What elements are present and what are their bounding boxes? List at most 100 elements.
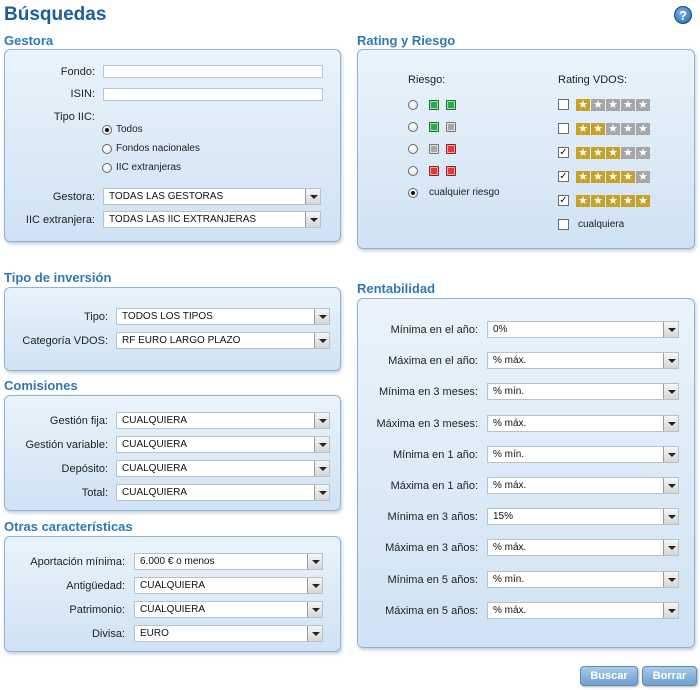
riesgo-radio[interactable] <box>408 144 418 154</box>
rating-stars: ★ ★ ★ ★ ★ <box>576 147 650 159</box>
otras-select-value: CUALQUIERA <box>140 580 206 591</box>
rating-stars: ★ ★ ★ ★ ★ <box>576 171 650 183</box>
rentabilidad-select[interactable]: % mín. <box>487 445 679 463</box>
rating-checkbox[interactable]: ✓ <box>558 195 569 206</box>
risk-level-icon <box>446 144 456 154</box>
rentabilidad-select-value: 0% <box>493 324 508 335</box>
star-icon: ★ <box>576 99 590 111</box>
chevron-down-icon[interactable] <box>314 413 329 428</box>
rentabilidad-select[interactable]: % máx. <box>487 352 679 370</box>
rating-checkbox[interactable]: ✓ <box>558 147 569 158</box>
riesgo-any-radio[interactable] <box>408 188 418 198</box>
chevron-down-icon[interactable] <box>663 353 678 369</box>
tipo-select[interactable]: TODOS LOS TIPOS <box>116 308 330 325</box>
chevron-down-icon[interactable] <box>663 384 678 400</box>
chevron-down-icon[interactable] <box>663 509 678 525</box>
rating-checkbox[interactable] <box>558 123 569 134</box>
fondo-label: Fondo: <box>60 66 95 78</box>
rating-checkbox[interactable]: ✓ <box>558 171 569 182</box>
rentabilidad-select[interactable]: % máx. <box>487 414 679 432</box>
rating-checkbox[interactable] <box>558 99 569 110</box>
comision-select[interactable]: CUALQUIERA <box>116 412 330 429</box>
tipo-iic-option-label: Fondos nacionales <box>116 143 200 154</box>
tipo-iic-option-label: Todos <box>116 124 143 135</box>
chevron-down-icon[interactable] <box>314 333 329 348</box>
riesgo-radio[interactable] <box>408 122 418 132</box>
fondo-input[interactable] <box>103 65 323 78</box>
chevron-down-icon[interactable] <box>663 602 678 618</box>
rentabilidad-select[interactable]: % mín. <box>487 570 679 588</box>
rentabilidad-panel: Mínima en el año: 0% Máxima en el año: % má… <box>357 298 695 648</box>
otras-select[interactable]: 6.000 € o menos <box>134 553 323 570</box>
gestora-select[interactable]: TODAS LAS GESTORAS <box>103 188 321 205</box>
rentabilidad-select[interactable]: % máx. <box>487 477 679 494</box>
chevron-down-icon[interactable] <box>314 437 329 452</box>
risk-level-icon <box>446 100 456 110</box>
help-icon[interactable]: ? <box>674 6 692 24</box>
star-icon: ★ <box>576 171 590 183</box>
star-icon: ★ <box>636 123 650 135</box>
rentabilidad-label: Mínima en 3 meses: <box>378 386 478 399</box>
rating-any-checkbox[interactable] <box>558 219 569 230</box>
chevron-down-icon[interactable] <box>663 415 678 431</box>
rentabilidad-select[interactable]: 15% <box>487 508 679 526</box>
rentabilidad-select[interactable]: 0% <box>487 321 679 338</box>
rentabilidad-select[interactable]: % máx. <box>487 539 679 557</box>
riesgo-radio[interactable] <box>408 100 418 110</box>
chevron-down-icon[interactable] <box>307 578 322 593</box>
comision-select[interactable]: CUALQUIERA <box>116 436 330 453</box>
chevron-down-icon[interactable] <box>305 212 320 227</box>
rating-panel: Riesgo: Rating VDOS: cualquier riesgo ★ ★… <box>357 49 695 249</box>
rentabilidad-select-value: % mín. <box>493 573 525 585</box>
rentabilidad-label: Mínima en 5 años: <box>387 573 479 586</box>
iic-extranjera-select[interactable]: TODAS LAS IIC EXTRANJERAS <box>103 211 321 228</box>
isin-input[interactable] <box>103 88 323 101</box>
rentabilidad-select[interactable]: % máx. <box>487 601 679 619</box>
otras-panel: Aportación mínima: 6.000 € o menos Antigüe… <box>4 536 341 652</box>
rentabilidad-label: Mínima en 3 años: <box>387 511 479 524</box>
star-icon: ★ <box>606 195 620 207</box>
star-icon: ★ <box>636 171 650 183</box>
star-icon: ★ <box>606 123 620 135</box>
rentabilidad-select-value: % máx. <box>493 355 527 367</box>
rating-stars: ★ ★ ★ ★ ★ <box>576 123 650 135</box>
comisiones-section-title: Comisiones <box>4 378 78 393</box>
otras-select[interactable]: CUALQUIERA <box>134 601 323 618</box>
otras-select[interactable]: EURO <box>134 625 323 642</box>
chevron-down-icon[interactable] <box>663 478 678 493</box>
tipo-select-value: TODOS LOS TIPOS <box>122 311 213 322</box>
chevron-down-icon[interactable] <box>663 540 678 556</box>
rentabilidad-label: Mínima en el año: <box>390 324 478 336</box>
tipo-iic-option-label: IIC extranjeras <box>116 162 182 173</box>
chevron-down-icon[interactable] <box>663 446 678 462</box>
tipo-inversion-section-title: Tipo de inversión <box>4 270 112 285</box>
comision-select[interactable]: CUALQUIERA <box>116 484 330 501</box>
otras-select[interactable]: CUALQUIERA <box>134 577 323 594</box>
tipo-iic-radio[interactable] <box>102 144 112 154</box>
riesgo-radio[interactable] <box>408 166 418 176</box>
tipo-iic-label: Tipo IIC: <box>53 111 95 123</box>
chevron-down-icon[interactable] <box>307 602 322 617</box>
comision-select-value: CUALQUIERA <box>122 439 188 450</box>
chevron-down-icon[interactable] <box>314 461 329 476</box>
tipo-label: Tipo: <box>83 311 108 323</box>
rating-vdos-header: Rating VDOS: <box>558 74 628 86</box>
tipo-iic-radio[interactable] <box>102 125 112 135</box>
borrar-button[interactable]: Borrar <box>642 666 697 686</box>
chevron-down-icon[interactable] <box>307 626 322 641</box>
rentabilidad-select[interactable]: % mín. <box>487 383 679 401</box>
chevron-down-icon[interactable] <box>307 554 322 569</box>
comision-select[interactable]: CUALQUIERA <box>116 460 330 477</box>
tipo-iic-radio[interactable] <box>102 163 112 173</box>
chevron-down-icon[interactable] <box>314 309 329 324</box>
chevron-down-icon[interactable] <box>305 189 320 204</box>
tipo-inversion-panel: Tipo: TODOS LOS TIPOS Categoría VDOS: RF… <box>4 287 341 371</box>
buscar-button[interactable]: Buscar <box>580 666 638 686</box>
star-icon: ★ <box>621 171 635 183</box>
chevron-down-icon[interactable] <box>314 485 329 500</box>
star-icon: ★ <box>591 147 605 159</box>
chevron-down-icon[interactable] <box>663 322 678 337</box>
categoria-vdos-select[interactable]: RF EURO LARGO PLAZO <box>116 332 330 349</box>
chevron-down-icon[interactable] <box>663 571 678 587</box>
comision-select-value: CUALQUIERA <box>122 487 188 498</box>
